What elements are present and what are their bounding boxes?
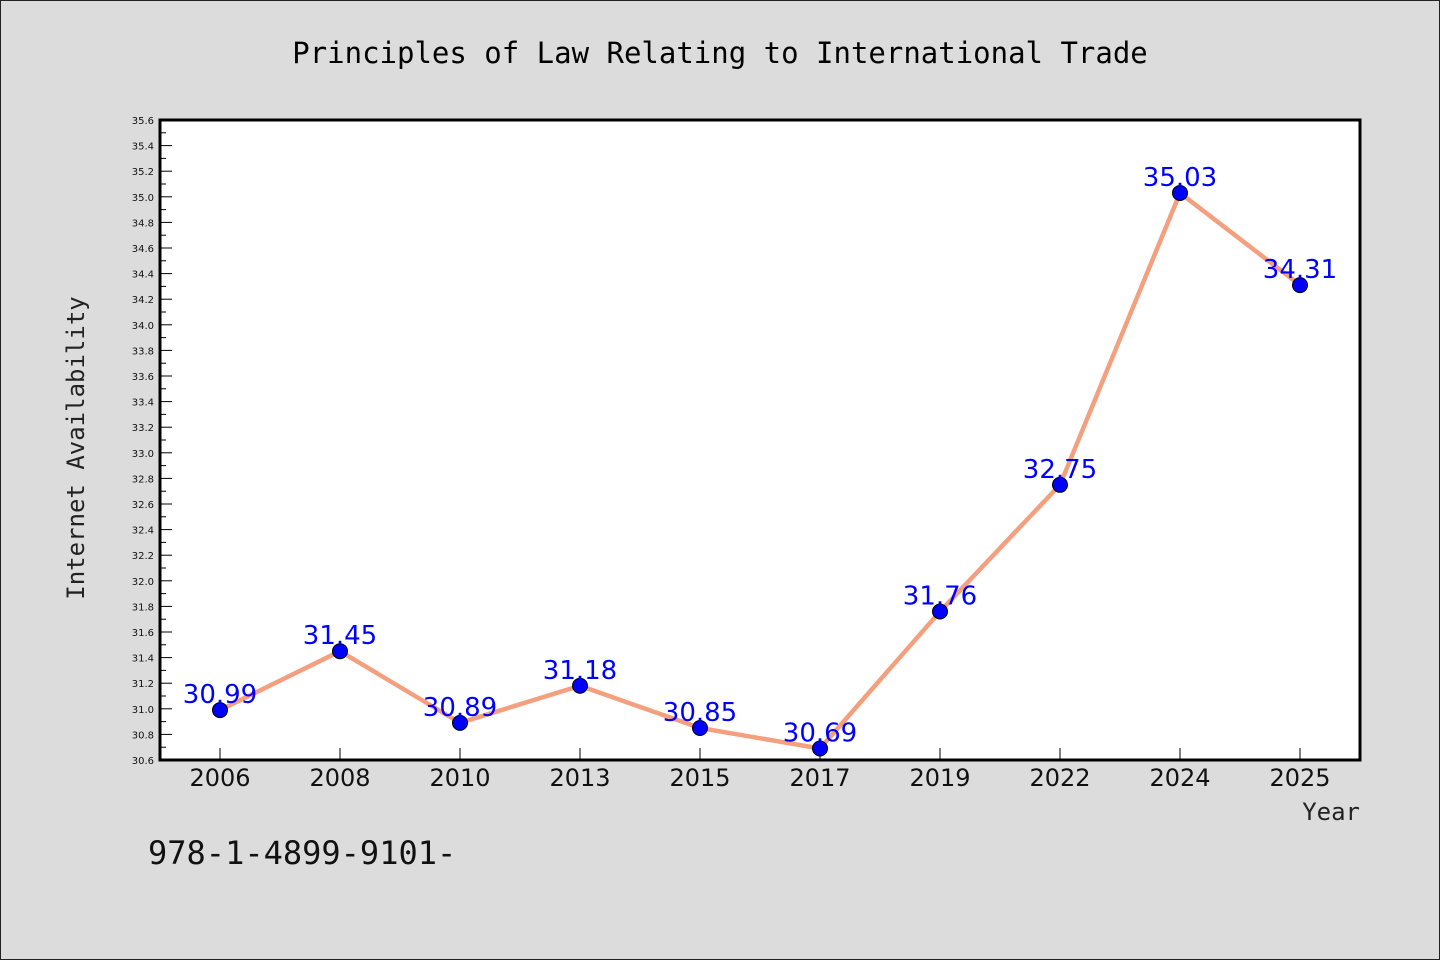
y-tick-label: 32.6 [132,500,154,511]
y-axis-label: Internet Availability [62,296,90,599]
x-tick-label: 2008 [309,764,370,792]
data-point [812,740,828,757]
data-point [212,702,228,719]
x-tick-label: 2022 [1029,764,1090,792]
x-tick-label: 2006 [189,764,250,792]
data-label: 34.31 [1263,255,1337,285]
data-point [1052,476,1068,493]
isbn-footer: 978-1-4899-9101- [148,834,456,872]
data-point [932,603,948,620]
data-label: 30.69 [783,718,857,748]
y-tick-label: 33.0 [132,449,154,460]
x-tick-label: 2013 [549,764,610,792]
x-tick-label: 2019 [909,764,970,792]
y-tick-label: 31.2 [132,679,154,690]
y-tick-label: 33.6 [132,372,154,383]
data-point [692,720,708,736]
data-label: 31.18 [543,656,617,686]
data-point [452,714,468,731]
y-tick-label: 34.8 [132,218,154,229]
y-axis: 30.6 30.8 31.0 31.2 31.4 31.6 31.8 32.0 32.2 32.4… [132,116,172,767]
x-tick-label: 2010 [429,764,490,792]
data-label: 31.76 [903,582,977,612]
x-axis-label: Year [1302,798,1360,826]
y-tick-label: 30.6 [132,756,154,767]
data-label: 31.45 [303,621,377,651]
y-tick-label: 35.0 [132,193,154,204]
y-tick-label: 32.2 [132,551,154,562]
data-point [1172,184,1188,201]
data-label: 30.85 [663,698,737,728]
y-tick-label: 33.2 [132,423,154,434]
x-tick-label: 2025 [1269,764,1330,792]
y-tick-label: 35.2 [132,167,154,178]
plot-area [158,118,1362,762]
chart-title: Principles of Law Relating to Internatio… [292,36,1148,70]
x-tick-label: 2024 [1149,764,1210,792]
y-tick-label: 33.4 [132,398,154,409]
data-label: 30.99 [183,680,257,710]
y-tick-label: 34.6 [132,244,154,255]
y-tick-label: 34.4 [132,270,154,281]
series-line [219,190,1302,751]
y-tick-label: 31.6 [132,628,154,639]
data-point [1292,277,1308,294]
data-label: 30.89 [423,693,497,723]
y-tick-label: 35.6 [132,116,154,127]
y-tick-label: 32.8 [132,474,154,485]
y-tick-label: 34.0 [132,321,154,332]
data-point [332,643,348,660]
y-tick-label: 32.0 [132,577,154,588]
x-tick-label: 2015 [669,764,730,792]
data-labels: 30.99 31.45 30.89 31.18 30.85 30.69 31.76 32.75… [183,163,1337,749]
data-point [572,677,588,694]
data-label: 32.75 [1023,455,1097,485]
y-tick-label: 34.2 [132,295,154,306]
y-tick-label: 31.0 [132,705,154,716]
x-tick-label: 2017 [789,764,850,792]
y-tick-label: 30.8 [132,730,154,741]
y-tick-label: 33.8 [132,346,154,357]
y-tick-label: 35.4 [132,142,154,153]
y-tick-label: 31.4 [132,654,154,665]
data-label: 35.03 [1143,163,1217,193]
data-markers [212,184,1308,757]
y-tick-label: 32.4 [132,526,154,537]
y-tick-label: 31.8 [132,602,154,613]
x-axis: 2006 2008 2010 2013 2015 2017 2019 2022 2024 2025 [189,748,1331,792]
